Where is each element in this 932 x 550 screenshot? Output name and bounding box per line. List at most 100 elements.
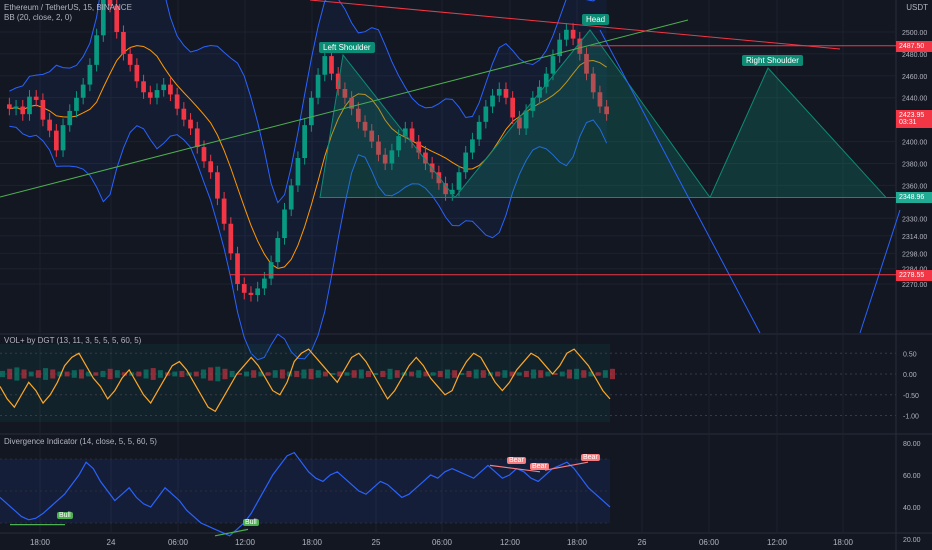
price-axis-tick: 2314.00 [902,234,927,241]
vol-bar [143,369,149,379]
vol-bar [502,370,508,378]
price-badge: 2487.50 [896,40,932,52]
candle-body [275,238,281,263]
candle-body [181,108,187,120]
candle-body [416,141,422,153]
vol-bar [322,371,328,377]
candle-body [476,121,482,140]
candle-body [322,56,328,75]
vol-bar [222,368,228,380]
vol-bar [430,372,436,376]
vol-bar [531,369,537,379]
vol-bar [437,370,443,378]
bb-upper-line [9,0,596,204]
candle-body [396,136,401,151]
candle-body [564,29,569,40]
candle-body [7,104,12,109]
rsi-axis-tick: 80.00 [903,441,921,448]
candle-body [154,90,160,98]
price-axis-tick: 2480.00 [902,52,927,59]
vol-bar [64,371,70,377]
vol-bar [444,369,450,379]
time-axis-tick: 12:00 [235,538,256,547]
vol-bar [416,370,422,378]
divergence-indicator-title[interactable]: Divergence Indicator (14, close, 5, 5, 6… [4,437,157,446]
price-badge: 03:31 [896,116,932,128]
currency-label[interactable]: USDT [906,3,928,12]
chart-header: Ethereum / TetherUS, 15, BINANCE BB (20,… [4,3,132,23]
green-trendline [0,19,689,198]
candle-body [268,262,274,279]
vol-bar [57,371,63,377]
candle-body [221,198,227,224]
candle-body [463,152,469,173]
candle-body [584,53,589,74]
vol-bar [559,371,565,377]
vol-bar [545,371,551,377]
candle-body [27,96,32,115]
bear-signal-label: Bear [507,457,526,464]
candle-body [503,88,509,98]
candle-body [248,292,254,295]
projection-line-down [599,29,761,334]
candle-body [590,73,596,93]
bear-signal-label: Bear [530,463,549,470]
pattern-label: Head [582,14,610,25]
candle-body [114,5,120,32]
candle-body [147,92,153,98]
vol-bar [330,373,336,375]
candle-body [47,119,52,131]
vol-bar [344,372,350,376]
candle-body [577,38,583,54]
vol-bar [581,370,587,378]
vol-bar [236,373,242,375]
candle-body [288,185,294,210]
candle-body [443,183,448,195]
vol-bar [179,370,185,378]
candle-body [201,147,207,162]
vol-bar [459,373,465,375]
vol-bar [78,369,84,379]
rsi-axis-tick: 40.00 [903,505,921,512]
candle-body [60,125,66,151]
bull-signal-label: Bull [243,519,259,526]
candle-body [369,130,375,142]
vol-bar [373,373,379,375]
candle-body [604,106,609,115]
candle-body [215,172,220,199]
vol-bar [215,366,221,382]
time-axis-tick: 06:00 [168,538,189,547]
candle-body [543,73,549,87]
bear-signal-label: Bear [581,454,600,461]
candle-body [74,97,79,111]
candle-body [517,117,522,129]
candle-body [235,253,240,285]
rsi-axis-tick: 60.00 [903,473,921,480]
candle-body [241,284,247,293]
vol-bar [14,367,20,381]
price-axis-tick: 2460.00 [902,74,927,81]
vol-bar [208,367,214,381]
candle-body [557,39,563,57]
vol-bar [114,370,120,378]
vol-bar [294,370,300,378]
price-axis-tick: 2360.00 [902,183,927,190]
bear-divergence-line [489,464,541,473]
candle-body [523,110,529,129]
vol-bar [394,370,400,378]
rsi-axis-tick: 20.00 [903,537,921,544]
bear-divergence-line [544,461,589,471]
symbol-title: Ethereum / TetherUS, 15, BINANCE [4,3,132,12]
candle-body [100,0,106,36]
pattern-label: Right Shoulder [742,55,803,66]
vol-bar [35,370,41,378]
bb-indicator-title[interactable]: BB (20, close, 2, 0) [4,13,73,22]
vol-bar [43,368,49,380]
vol-bar [574,368,580,380]
vol-bar [265,372,271,376]
vol-bar [122,372,128,376]
vol-indicator-title[interactable]: VOL+ by DGT (13, 11, 3, 5, 5, 5, 60, 5) [4,336,142,345]
candle-body [67,110,73,126]
price-badge: 2278.55 [896,269,932,281]
